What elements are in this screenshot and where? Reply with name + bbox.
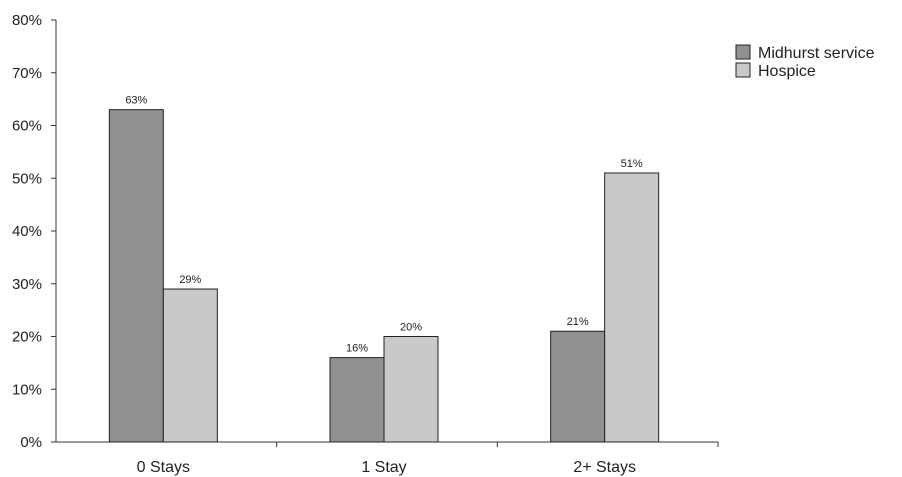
- data-labels: 63% 29% 16% 20% 21% 51%: [125, 95, 643, 355]
- bar-hospice: [383, 336, 439, 443]
- bar-data-label: 20%: [400, 322, 422, 334]
- bar-data-label: 51%: [621, 158, 643, 170]
- bar-midhurst-service: [550, 330, 606, 443]
- axes: 0% 10% 20% 30% 40% 50% 60% 70% 80% 0 Stays 1 Stay 2…: [12, 12, 719, 476]
- bar-hospice: [162, 288, 218, 443]
- legend-swatch: [735, 62, 751, 78]
- bar-data-label: 63%: [125, 95, 147, 107]
- x-category-label: 2+ Stays: [573, 459, 636, 476]
- y-tick-label: 80%: [12, 12, 42, 29]
- bar-data-label: 21%: [567, 316, 589, 328]
- legend-label: Midhurst service: [758, 45, 875, 62]
- y-tick-label: 60%: [12, 118, 42, 135]
- bar-data-label: 29%: [179, 274, 201, 286]
- x-category-label: 0 Stays: [137, 459, 190, 476]
- bar-midhurst-service: [108, 109, 164, 443]
- bar-hospice: [604, 172, 660, 443]
- y-tick-label: 30%: [12, 276, 42, 293]
- bars: [108, 109, 660, 443]
- y-tick-label: 40%: [12, 223, 42, 240]
- y-tick-label: 0%: [20, 434, 42, 451]
- y-tick-label: 10%: [12, 381, 42, 398]
- bar-midhurst-service: [329, 357, 385, 443]
- x-category-label: 1 Stay: [361, 459, 406, 476]
- bar-data-label: 16%: [346, 343, 368, 355]
- legend-label: Hospice: [758, 63, 816, 80]
- legend-swatch: [735, 44, 751, 60]
- y-tick-label: 70%: [12, 65, 42, 82]
- y-tick-label: 50%: [12, 170, 42, 187]
- y-tick-label: 20%: [12, 329, 42, 346]
